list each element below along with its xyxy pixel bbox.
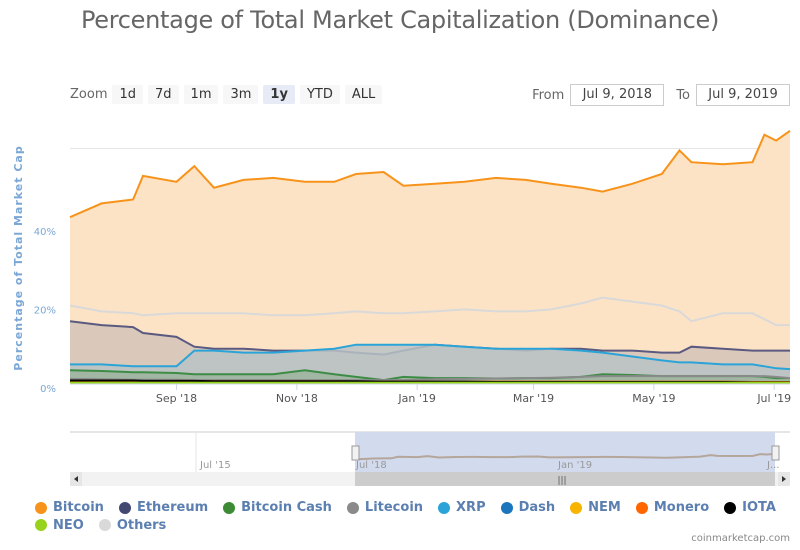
series-line-xrp xyxy=(70,343,791,371)
legend-label: NEO xyxy=(53,517,84,533)
y-tick-label: 20% xyxy=(34,305,56,316)
scrollbar-grip-icon: ||| xyxy=(557,476,566,486)
navigator-series xyxy=(354,452,776,461)
chart-title: Percentage of Total Market Capitalizatio… xyxy=(80,6,720,34)
legend-dot-icon xyxy=(724,501,737,514)
legend-item-monero[interactable]: Monero xyxy=(635,500,710,515)
navigator: Jul '15 Jul '18 Jan '19 J... ||| xyxy=(70,431,790,486)
legend-dot-icon xyxy=(438,501,451,514)
x-tick-label: Jul '19 xyxy=(756,392,791,405)
legend-item-bitcoin-cash[interactable]: Bitcoin Cash xyxy=(223,500,332,515)
zoom-selector: Zoom 1d 7d 1m 3m 1y YTD ALL xyxy=(70,85,383,104)
legend-label: XRP xyxy=(456,500,486,515)
to-label: To xyxy=(676,87,690,103)
legend-dot-icon xyxy=(223,501,236,514)
navigator-selection[interactable] xyxy=(355,432,775,472)
legend-label: Others xyxy=(116,517,167,533)
legend-dot-icon xyxy=(570,501,583,514)
scrollbar-thumb[interactable] xyxy=(355,472,775,486)
zoom-3m-button[interactable]: 3m xyxy=(223,85,259,104)
date-range: From Jul 9, 2018 To Jul 9, 2019 xyxy=(532,84,790,106)
x-tick-label: Mar '19 xyxy=(513,392,554,405)
x-tick-label: Jan '19 xyxy=(397,392,435,405)
legend-item-litecoin[interactable]: Litecoin xyxy=(346,500,424,515)
y-tick-label: 0% xyxy=(40,384,56,395)
legend-label: Bitcoin xyxy=(53,500,104,515)
legend-label: Ethereum xyxy=(136,500,209,515)
legend-dot-icon xyxy=(635,501,648,514)
to-date-input[interactable]: Jul 9, 2019 xyxy=(696,84,790,106)
navigator-label: J... xyxy=(766,460,780,471)
legend: Bitcoin Ethereum Bitcoin Cash Litecoin XRP Da… xyxy=(35,500,795,535)
navigator-handle[interactable] xyxy=(771,445,780,461)
legend-item-nem[interactable]: NEM xyxy=(570,500,621,515)
x-tick-label: Nov '18 xyxy=(276,392,318,405)
dominance-chart: 0% 20% 40% Percentage of Total Market Cap Se… xyxy=(12,129,791,486)
from-label: From xyxy=(532,87,565,103)
zoom-all-button[interactable]: ALL xyxy=(344,85,383,104)
legend-label: IOTA xyxy=(742,500,776,515)
series-line-others xyxy=(69,296,790,327)
series-line-bitcoin xyxy=(69,129,791,219)
zoom-7d-button[interactable]: 7d xyxy=(148,85,179,104)
navigator-label: Jan '19 xyxy=(557,460,592,471)
legend-item-dash[interactable]: Dash xyxy=(500,500,556,515)
legend-dot-icon xyxy=(35,519,47,531)
y-axis-title: Percentage of Total Market Cap xyxy=(12,145,25,370)
legend-label: Bitcoin Cash xyxy=(241,500,332,515)
legend-item-others[interactable]: Others xyxy=(98,517,167,533)
legend-dot-icon xyxy=(118,501,131,514)
legend-label: Monero xyxy=(653,500,710,515)
navigator-handle[interactable] xyxy=(351,445,360,461)
legend-item-neo[interactable]: NEO xyxy=(35,518,84,533)
navigator-label: Jul '15 xyxy=(199,460,231,471)
x-tick-label: May '19 xyxy=(632,392,675,405)
legend-dot-icon xyxy=(346,501,359,514)
legend-item-bitcoin[interactable]: Bitcoin xyxy=(35,500,104,515)
zoom-1d-button[interactable]: 1d xyxy=(112,85,144,104)
legend-dot-icon xyxy=(98,519,111,531)
legend-item-iota[interactable]: IOTA xyxy=(724,500,776,515)
zoom-1m-button[interactable]: 1m xyxy=(183,85,219,104)
legend-label: NEM xyxy=(588,500,621,515)
zoom-ytd-button[interactable]: YTD xyxy=(299,85,340,104)
arrow-right-icon xyxy=(782,476,786,482)
series-area-bitcoin xyxy=(70,130,790,384)
zoom-1y-button[interactable]: 1y xyxy=(263,85,295,104)
legend-label: Dash xyxy=(518,500,556,515)
x-tick-label: Sep '18 xyxy=(156,392,197,405)
arrow-left-icon xyxy=(74,476,78,482)
legend-label: Litecoin xyxy=(364,500,424,515)
y-tick-label: 40% xyxy=(34,227,56,238)
legend-dot-icon xyxy=(500,501,513,514)
credit-link[interactable]: coinmarketcap.com xyxy=(691,533,790,544)
legend-item-ethereum[interactable]: Ethereum xyxy=(118,500,209,515)
navigator-label: Jul '18 xyxy=(355,460,387,471)
legend-item-xrp[interactable]: XRP xyxy=(438,500,486,515)
zoom-label: Zoom xyxy=(70,87,108,102)
legend-dot-icon xyxy=(35,501,47,514)
from-date-input[interactable]: Jul 9, 2018 xyxy=(570,84,665,106)
